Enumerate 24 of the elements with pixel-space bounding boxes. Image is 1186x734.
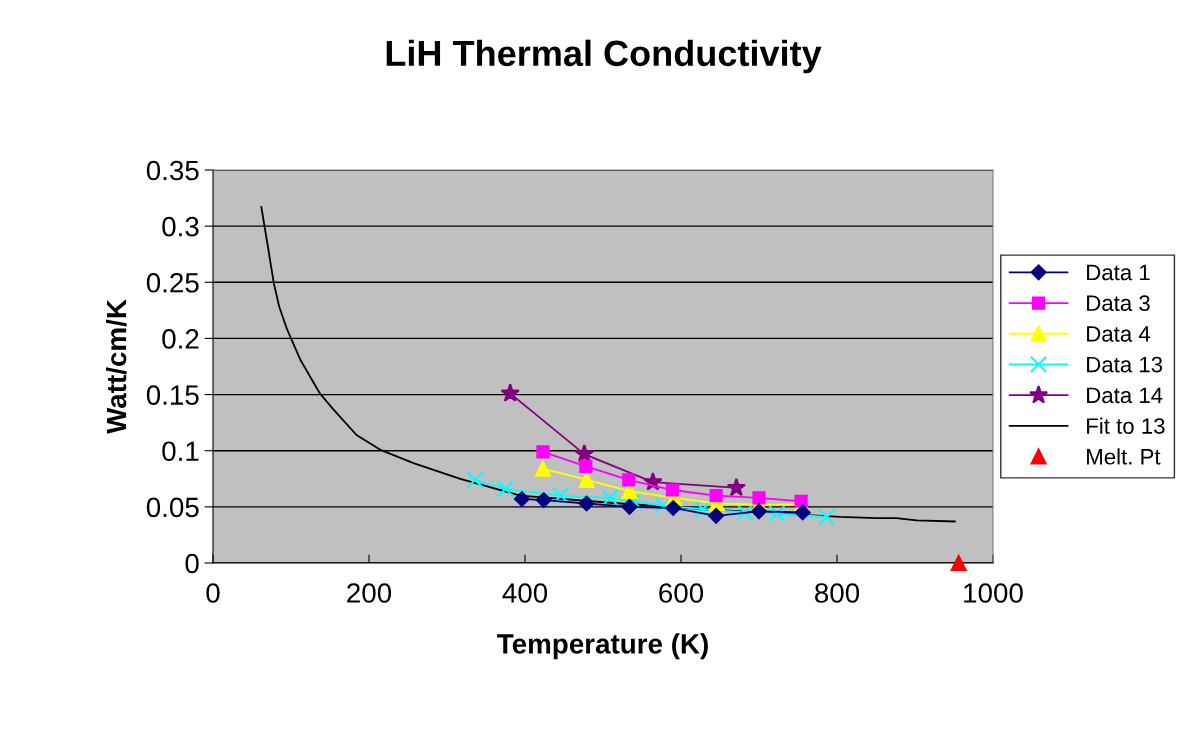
x-axis-title: Temperature (K) — [497, 633, 708, 660]
y-tick-label: 0.1 — [162, 441, 199, 462]
legend-label: Data 1 — [1087, 264, 1150, 281]
x-tick-label: 0 — [206, 583, 220, 603]
y-tick-label: 0.25 — [146, 272, 199, 293]
y-tick-label: 0.15 — [146, 385, 199, 405]
legend-label: Data 3 — [1087, 295, 1150, 312]
y-tick-label: 0.05 — [146, 497, 199, 518]
y-tick-label: 0.35 — [146, 160, 199, 181]
legend-label: Melt. Pt — [1087, 448, 1161, 465]
legend-label: Data 13 — [1087, 356, 1163, 373]
y-axis-title: Watt/cm/K — [105, 299, 127, 434]
x-tick-label: 1000 — [964, 583, 1023, 603]
x-tick-label: 600 — [659, 583, 704, 603]
x-tick-label: 800 — [815, 583, 860, 603]
chart-title: LiH Thermal Conductivity — [386, 39, 822, 74]
legend-label: Data 4 — [1087, 326, 1151, 342]
y-tick-label: 0.2 — [162, 329, 199, 349]
y-tick-label: 0.3 — [162, 216, 199, 237]
legend-label: Data 14 — [1087, 387, 1163, 404]
y-tick-label: 0 — [185, 553, 199, 574]
x-tick-label: 200 — [347, 583, 392, 603]
legend-label: Fit to 13 — [1087, 417, 1165, 434]
x-tick-label: 400 — [502, 583, 548, 603]
